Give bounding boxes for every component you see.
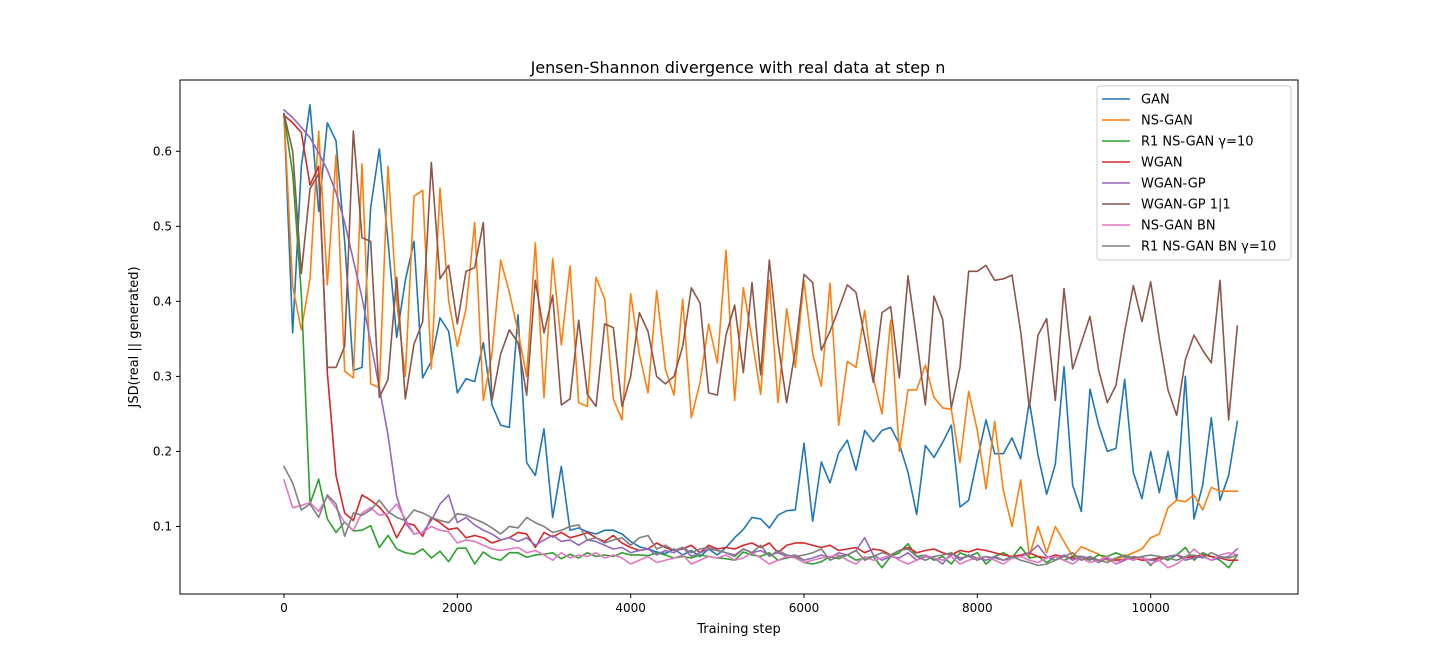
x-tick-label: 2000: [442, 601, 473, 615]
x-tick-label: 10000: [1132, 601, 1170, 615]
x-tick-label: 8000: [962, 601, 993, 615]
y-tick-label: 0.2: [153, 444, 172, 458]
y-tick-label: 0.6: [153, 144, 172, 158]
y-tick-label: 0.1: [153, 519, 172, 533]
x-tick-label: 0: [280, 601, 288, 615]
x-axis-label: Training step: [696, 622, 781, 637]
legend-entry: NS-GAN BN: [1141, 219, 1216, 234]
series-line-6: [282, 478, 1239, 569]
series-line-3: [282, 114, 1239, 562]
legend-entry: GAN: [1141, 93, 1170, 108]
chart-title: Jensen-Shannon divergence with real data…: [530, 58, 946, 77]
legend-entry: WGAN-GP 1|1: [1141, 198, 1231, 213]
y-axis-label: JSD(real || generated): [127, 266, 142, 408]
y-tick-label: 0.3: [153, 369, 172, 383]
legend-entry: WGAN: [1141, 156, 1183, 171]
series-line-1: [283, 112, 1239, 562]
series-line-2: [283, 114, 1239, 569]
plot-frame: [179, 79, 1299, 595]
legend-box: [1096, 85, 1292, 261]
series-line-7: [282, 465, 1239, 567]
legend-entry: R1 NS-GAN BN γ=10: [1141, 240, 1276, 255]
x-tick-label: 6000: [789, 601, 820, 615]
x-tick-label: 4000: [615, 601, 646, 615]
legend-entry: WGAN-GP: [1141, 177, 1206, 192]
series-line-5: [283, 112, 1239, 421]
legend-entry: R1 NS-GAN γ=10: [1141, 135, 1254, 150]
y-tick-label: 0.4: [153, 294, 172, 308]
y-tick-label: 0.5: [153, 219, 172, 233]
legend-entry: NS-GAN: [1141, 114, 1193, 129]
legend: GAN NS-GAN R1 NS-GAN γ=10 WGAN WGAN-GP WGAN-G…: [1096, 85, 1292, 261]
series-line-0: [283, 103, 1239, 558]
